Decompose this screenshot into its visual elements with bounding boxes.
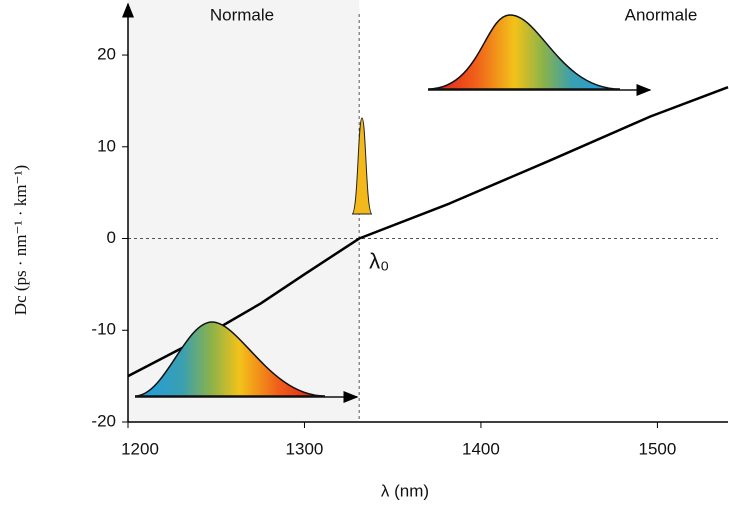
x-tick-label: 1400	[462, 439, 500, 458]
x-axis-label: λ (nm)	[381, 481, 429, 500]
y-tick-label: 10	[97, 136, 116, 155]
region-label: Normale	[210, 5, 274, 24]
short-pulse	[351, 117, 373, 215]
y-tick-label: -10	[91, 320, 116, 339]
y-axis-label: Dc (ps · nm⁻¹ · km⁻¹)	[11, 165, 30, 315]
normal-pulse	[134, 321, 326, 397]
zero-label: λ₀	[369, 248, 389, 273]
y-tick-label: 0	[107, 228, 116, 247]
pulses	[134, 14, 652, 403]
y-tick-label: -20	[91, 411, 116, 430]
y-tick-label: 20	[97, 45, 116, 64]
x-tick-label: 1500	[638, 439, 676, 458]
anomalous-pulse	[427, 14, 621, 90]
x-tick-label: 1300	[286, 439, 324, 458]
x-tick-label: 1200	[121, 439, 159, 458]
region-label: Anormale	[625, 5, 698, 24]
